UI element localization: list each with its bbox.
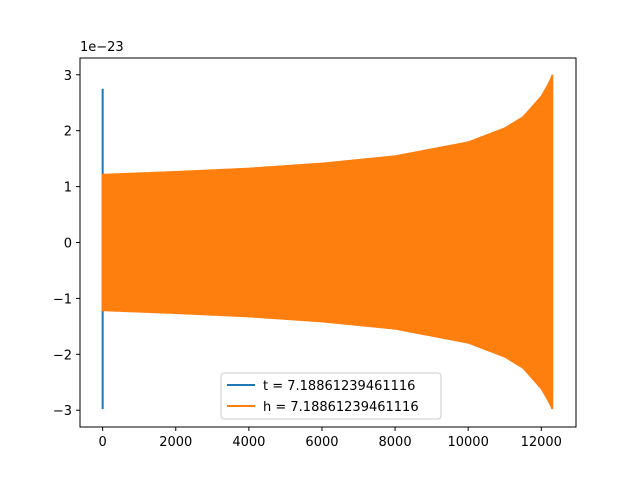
plot-layer	[101, 74, 554, 410]
legend-label: t = 7.18861239461116	[263, 379, 415, 394]
x-tick-label: 10000	[447, 435, 488, 450]
legend: t = 7.18861239461116 h = 7.18861239461116	[220, 372, 442, 420]
x-tick-label: 4000	[232, 435, 265, 450]
y-tick-label: 0	[64, 237, 72, 252]
y-tick-label: −3	[53, 404, 72, 419]
y-tick-label: 1	[64, 181, 72, 196]
legend-box	[220, 372, 442, 420]
y-tick-label: −2	[53, 348, 72, 363]
y-tick-label: 2	[64, 125, 72, 140]
y-axis: −3 −2 −1 0 1 2 3	[53, 69, 80, 419]
x-tick-label: 12000	[521, 435, 562, 450]
legend-label: h = 7.18861239461116	[263, 400, 419, 415]
y-offset-label: 1e−23	[80, 40, 124, 55]
series-h	[101, 74, 554, 410]
y-tick-label: −1	[53, 292, 72, 307]
x-tick-label: 8000	[379, 435, 412, 450]
x-tick-label: 0	[99, 435, 107, 450]
x-tick-label: 6000	[305, 435, 338, 450]
x-tick-label: 2000	[159, 435, 192, 450]
series-h-band	[102, 74, 553, 410]
y-tick-label: 3	[64, 69, 72, 84]
x-axis: 0 2000 4000 6000 8000 10000 12000	[99, 427, 562, 450]
